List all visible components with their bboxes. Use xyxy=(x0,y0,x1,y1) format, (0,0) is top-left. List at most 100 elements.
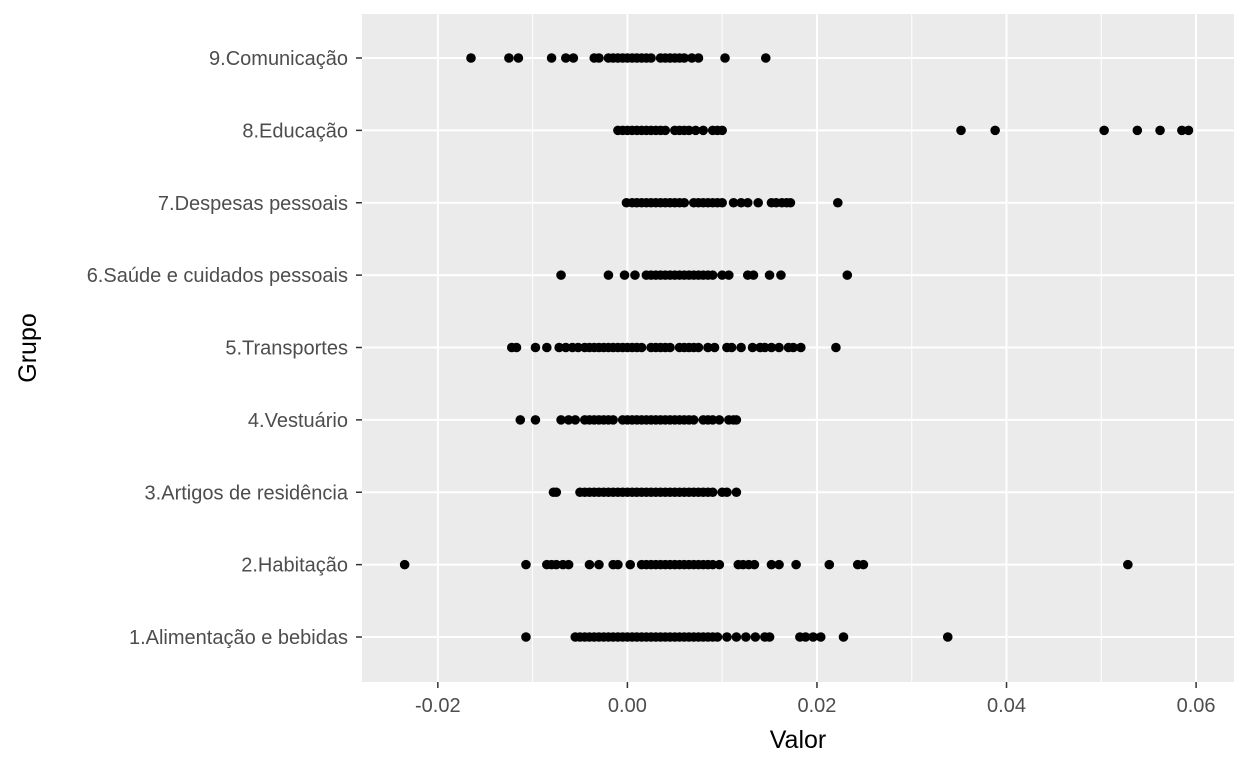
data-point xyxy=(838,632,849,642)
data-point xyxy=(749,559,760,570)
data-point xyxy=(687,53,697,63)
y-tick-label: 1.Alimentação e bebidas xyxy=(129,627,348,649)
data-point xyxy=(1099,125,1109,136)
data-point xyxy=(714,415,725,425)
data-point xyxy=(1183,125,1194,136)
y-tick-label: 4.Vestuário xyxy=(248,410,348,432)
data-point xyxy=(530,342,541,353)
y-tick-label: 3.Artigos de residência xyxy=(145,482,349,504)
data-point xyxy=(724,270,734,280)
data-point xyxy=(542,342,552,353)
data-point xyxy=(1123,559,1133,570)
data-point xyxy=(712,632,723,642)
x-tick-label: -0.02 xyxy=(415,695,461,717)
data-point xyxy=(736,197,746,208)
data-point xyxy=(703,342,713,353)
data-point xyxy=(714,559,725,570)
data-point xyxy=(722,632,732,642)
data-point xyxy=(570,415,581,425)
data-point xyxy=(563,415,574,425)
data-point xyxy=(833,197,843,208)
data-point xyxy=(726,342,737,353)
data-point xyxy=(530,415,541,425)
data-point xyxy=(466,53,476,63)
data-point xyxy=(636,342,647,353)
data-point xyxy=(560,342,571,353)
x-axis-title: Valor xyxy=(770,726,827,754)
data-point xyxy=(731,487,742,498)
data-point xyxy=(679,197,690,208)
x-axis: -0.02 0.00 0.02 0.04 0.06 xyxy=(415,682,1216,717)
data-point xyxy=(750,632,761,642)
data-point xyxy=(736,342,746,353)
data-point xyxy=(1177,125,1187,136)
data-point xyxy=(720,53,730,63)
data-point xyxy=(707,415,718,425)
data-point xyxy=(717,125,727,136)
data-point xyxy=(731,632,742,642)
data-point xyxy=(504,53,514,63)
y-tick-label: 7.Despesas pessoais xyxy=(158,193,348,215)
y-tick-label: 8.Educação xyxy=(242,120,348,142)
x-tick-label: 0.02 xyxy=(797,695,836,717)
data-point xyxy=(515,415,526,425)
data-point xyxy=(776,270,786,280)
data-point xyxy=(1155,125,1165,136)
x-tick-label: 0.00 xyxy=(608,695,647,717)
data-point xyxy=(693,342,704,353)
data-point xyxy=(399,559,410,570)
data-point xyxy=(800,632,811,642)
data-point xyxy=(748,270,759,280)
data-point xyxy=(774,559,784,570)
data-point xyxy=(521,559,531,570)
data-point xyxy=(990,125,1000,136)
data-point xyxy=(824,559,835,570)
data-point xyxy=(556,270,566,280)
y-tick-label: 6.Saúde e cuidados pessoais xyxy=(87,265,348,287)
x-tick-label: 0.04 xyxy=(987,695,1026,717)
y-tick-label: 5.Transportes xyxy=(225,338,348,360)
data-point xyxy=(665,342,675,353)
data-point xyxy=(858,559,869,570)
data-point xyxy=(707,559,718,570)
data-point xyxy=(956,125,966,136)
data-point xyxy=(560,53,571,63)
data-point xyxy=(722,487,732,498)
data-points xyxy=(399,53,1194,642)
data-point xyxy=(785,197,796,208)
data-point xyxy=(584,559,595,570)
data-point xyxy=(808,632,818,642)
data-point xyxy=(707,487,718,498)
y-tick-label: 9.Comunicação xyxy=(209,48,348,70)
data-point xyxy=(766,559,777,570)
data-point xyxy=(791,559,801,570)
data-point xyxy=(815,632,826,642)
data-point xyxy=(551,487,562,498)
data-point xyxy=(709,342,720,353)
data-point xyxy=(728,197,739,208)
data-point xyxy=(741,632,751,642)
data-point xyxy=(742,197,753,208)
data-point xyxy=(608,415,618,425)
data-point xyxy=(568,53,579,63)
data-point xyxy=(513,53,524,63)
data-point xyxy=(554,342,564,353)
data-point xyxy=(1132,125,1143,136)
data-point xyxy=(766,342,777,353)
y-tick-label: 2.Habitação xyxy=(241,555,348,577)
data-point xyxy=(842,270,853,280)
data-point xyxy=(556,415,566,425)
data-point xyxy=(717,270,727,280)
data-point xyxy=(698,125,709,136)
data-point xyxy=(717,197,727,208)
data-point xyxy=(660,125,671,136)
data-point xyxy=(731,415,742,425)
x-tick-label: 0.06 xyxy=(1177,695,1216,717)
data-point xyxy=(646,53,656,63)
data-point xyxy=(603,270,614,280)
data-point xyxy=(594,559,604,570)
data-point xyxy=(942,632,953,642)
data-point xyxy=(679,53,690,63)
data-point xyxy=(831,342,841,353)
